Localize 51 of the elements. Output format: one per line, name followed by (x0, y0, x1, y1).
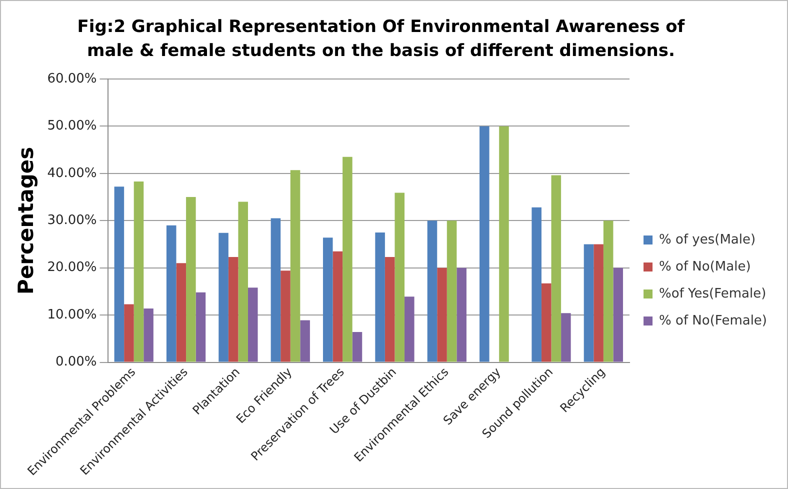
bar (613, 268, 624, 362)
bar (532, 207, 542, 362)
y-tick-label: 10.00% (47, 307, 97, 322)
bar (270, 218, 281, 362)
bar (176, 263, 186, 362)
bar (228, 256, 238, 362)
bar (290, 170, 300, 362)
bar (134, 181, 144, 362)
bar (124, 304, 134, 362)
bar (186, 197, 196, 362)
legend-label: %of Yes(Female) (659, 286, 766, 302)
bar (352, 332, 362, 362)
bar (238, 202, 248, 362)
bar (499, 126, 509, 362)
bar (561, 313, 571, 362)
y-axis-title: Percentages (14, 146, 38, 294)
bar (603, 220, 614, 362)
bar (446, 220, 457, 362)
chart-title: Fig:2 Graphical Representation Of Environmental Awareness of male & female students on the basis of different dimensions. (76, 16, 686, 63)
bar (196, 292, 206, 362)
y-tick-label: 50.00% (47, 118, 97, 134)
bar (427, 220, 438, 362)
bar (394, 192, 405, 362)
y-tick-label: 60.00% (47, 71, 97, 86)
bar (144, 308, 154, 362)
bar (280, 270, 290, 362)
bar (404, 296, 414, 362)
bar (584, 244, 594, 362)
bar (375, 232, 385, 362)
bar (218, 232, 228, 362)
bar (551, 175, 562, 362)
bar (248, 288, 258, 362)
bar (541, 283, 552, 362)
bar (114, 186, 124, 362)
y-tick-label: 40.00% (47, 166, 97, 181)
bar (342, 156, 352, 362)
bar (332, 251, 343, 362)
legend-label: % of yes(Male) (659, 232, 756, 248)
bar (300, 320, 310, 362)
bar (480, 126, 490, 362)
bar (456, 268, 466, 362)
bar (322, 238, 333, 362)
bar (594, 244, 604, 362)
legend-label: % of No(Male) (659, 259, 751, 274)
legend-label: % of No(Female) (659, 313, 768, 328)
y-tick-label: 30.00% (47, 213, 97, 228)
y-tick-label: 0.00% (55, 354, 97, 370)
bar (166, 225, 176, 362)
y-tick-label: 20.00% (47, 260, 97, 276)
bar (384, 256, 395, 362)
bar (437, 268, 447, 362)
